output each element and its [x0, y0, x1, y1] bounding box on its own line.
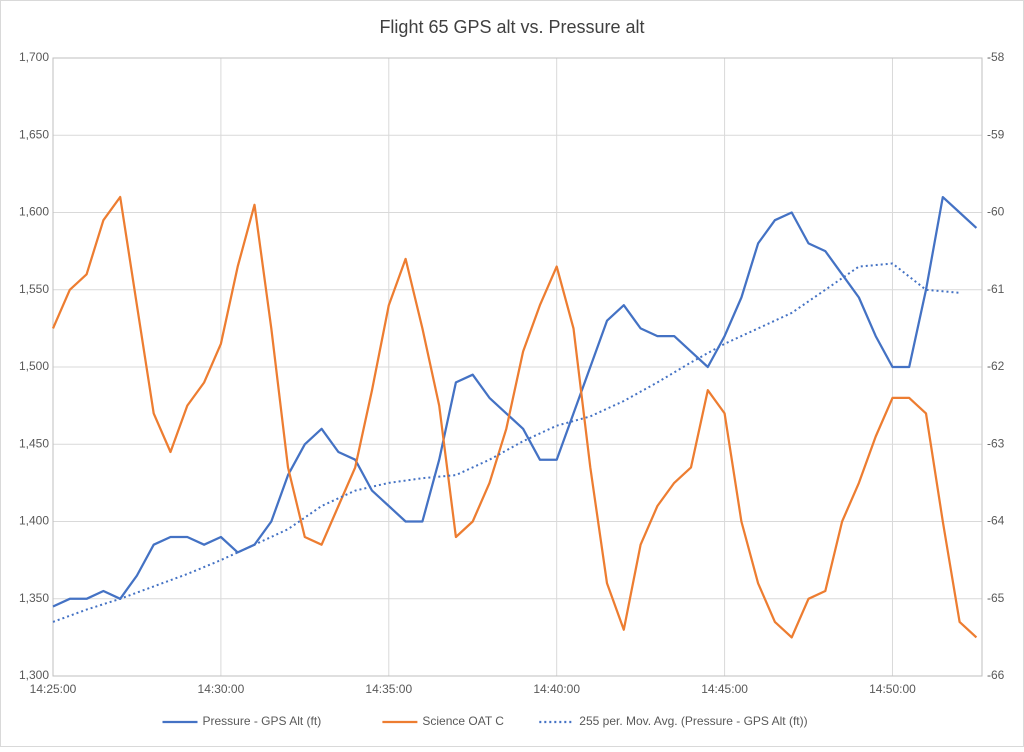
series-line: [52, 262, 960, 623]
x-tick-label: 14:30:00: [198, 682, 245, 696]
y2-tick-label: -60: [987, 205, 1005, 219]
chart-title: Flight 65 GPS alt vs. Pressure alt: [379, 17, 644, 37]
legend-label: 255 per. Mov. Avg. (Pressure - GPS Alt (…: [579, 714, 807, 728]
x-tick-label: 14:40:00: [533, 682, 580, 696]
x-tick-label: 14:25:00: [30, 682, 77, 696]
y2-tick-label: -62: [987, 359, 1005, 373]
y2-tick-label: -58: [987, 50, 1005, 64]
y-tick-label: 1,450: [19, 436, 49, 450]
y2-tick-label: -59: [987, 127, 1005, 141]
y2-tick-label: -61: [987, 282, 1005, 296]
legend-label: Pressure - GPS Alt (ft): [203, 714, 322, 728]
plot-frame: [52, 57, 983, 677]
y-tick-label: 1,300: [19, 668, 49, 682]
y2-tick-label: -63: [987, 436, 1005, 450]
series-line: [52, 195, 978, 608]
y2-tick-label: -66: [987, 668, 1005, 682]
legend-label: Science OAT C: [422, 714, 504, 728]
x-tick-label: 14:50:00: [869, 682, 916, 696]
y-tick-label: 1,650: [19, 127, 49, 141]
y-tick-label: 1,550: [19, 282, 49, 296]
y-tick-label: 1,400: [19, 514, 49, 528]
y-tick-label: 1,700: [19, 50, 49, 64]
y-tick-label: 1,500: [19, 359, 49, 373]
x-tick-label: 14:35:00: [365, 682, 412, 696]
y2-tick-label: -65: [987, 591, 1005, 605]
x-tick-label: 14:45:00: [701, 682, 748, 696]
y2-tick-label: -64: [987, 514, 1005, 528]
series-line: [51, 195, 978, 639]
y-tick-label: 1,350: [19, 591, 49, 605]
y-tick-label: 1,600: [19, 205, 49, 219]
